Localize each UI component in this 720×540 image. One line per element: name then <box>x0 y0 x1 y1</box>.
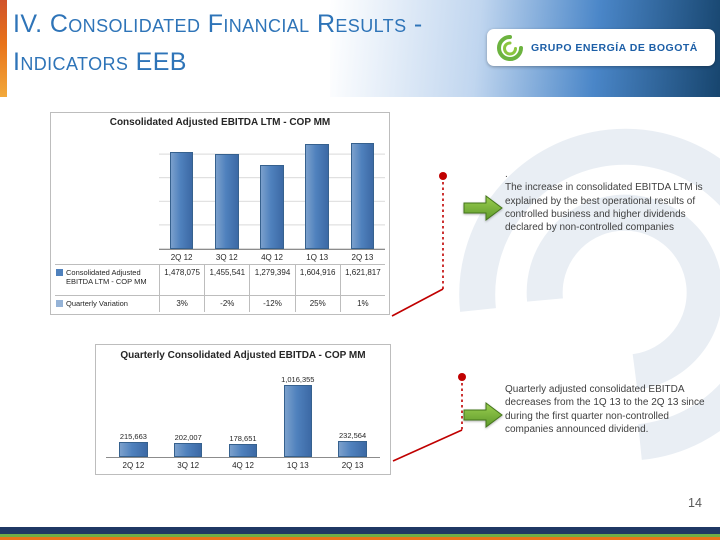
bar <box>169 152 194 249</box>
note-bullet: . <box>505 169 508 180</box>
table-cell: 1,478,075 <box>159 264 205 295</box>
chart2-column: 178,651 <box>216 365 271 457</box>
table-cell: 1,455,541 <box>204 264 250 295</box>
page-number: 14 <box>688 496 702 510</box>
up-trend-arrow-icon <box>463 195 503 221</box>
chart-quarterly-ebitda: Quarterly Consolidated Adjusted EBITDA -… <box>95 344 391 475</box>
table-cell: -2% <box>204 295 250 312</box>
bar <box>215 153 239 249</box>
page-title-line1: IV. Consolidated Financial Results - <box>13 10 423 38</box>
chart1-series-row-1: Quarterly Variation 3% -2% -12% 25% 1% <box>55 295 385 312</box>
chart1-series-row-0: Consolidated Adjusted EBITDA LTM - COP M… <box>55 264 385 295</box>
chart1-plot-cell <box>294 131 340 250</box>
legend-cell: Quarterly Variation <box>55 295 159 312</box>
chart1-plot-cell <box>249 131 295 250</box>
logo-text: GRUPO ENERGÍA DE BOGOTÁ <box>531 41 698 54</box>
chart2-plot: 215,663 202,007 178,651 1,016,355 232,564 <box>106 365 380 458</box>
page-title: IV. Consolidated Financial Results - Ind… <box>13 6 423 81</box>
chart-ebitda-ltm: Consolidated Adjusted EBITDA LTM - COP M… <box>50 112 390 315</box>
chart2-xaxis: 2Q 12 3Q 12 4Q 12 1Q 13 2Q 13 <box>106 458 380 470</box>
table-cell: 1,604,916 <box>294 264 340 295</box>
footer-bar-orange <box>0 537 720 540</box>
table-cell: 1% <box>339 295 385 312</box>
logo-swirl-icon <box>497 34 523 61</box>
bar <box>260 165 284 249</box>
x-tick-label: 1Q 13 <box>286 461 309 470</box>
x-tick-label: 2Q 13 <box>341 461 364 470</box>
page-title-line2: Indicators EEB <box>13 47 187 76</box>
note-text: Quarterly adjusted consolidated EBITDA d… <box>505 384 705 435</box>
bar <box>283 384 313 457</box>
legend-cell: Consolidated Adjusted EBITDA LTM - COP M… <box>55 264 159 295</box>
bar <box>305 143 329 249</box>
chart-title: Consolidated Adjusted EBITDA LTM - COP M… <box>109 117 331 128</box>
x-tick-label: 4Q 12 <box>232 461 254 470</box>
x-tick-label: 2Q 13 <box>351 253 374 262</box>
footer-bar-green <box>0 534 720 537</box>
bar <box>119 441 148 457</box>
xaxis-spacer <box>55 250 159 264</box>
chart2-column: 215,663 <box>106 365 161 457</box>
bar <box>228 444 258 457</box>
footer-bar-navy <box>0 527 720 534</box>
table-cell: 25% <box>294 295 340 312</box>
plot-spacer <box>55 131 159 250</box>
edge-accent-stripe <box>0 0 7 97</box>
legend-label: Quarterly Variation <box>66 299 128 308</box>
chart2-column: 202,007 <box>161 365 216 457</box>
table-cell: 1,621,817 <box>339 264 385 295</box>
chart-title: Quarterly Consolidated Adjusted EBITDA -… <box>120 350 366 361</box>
chart2-column: 1,016,355 <box>270 365 325 457</box>
bar <box>350 142 375 249</box>
legend-label: Consolidated Adjusted EBITDA LTM - COP M… <box>66 268 147 286</box>
down-note-arrow-icon <box>463 402 503 428</box>
chart1-plot-row <box>55 131 385 250</box>
data-label: 178,651 <box>229 434 257 444</box>
legend-marker <box>56 269 63 276</box>
bar <box>173 442 203 457</box>
data-label: 1,016,355 <box>281 374 315 384</box>
bar <box>338 440 367 457</box>
data-label: 215,663 <box>119 431 147 441</box>
x-tick-label: 1Q 13 <box>306 253 329 262</box>
note-quarterly-ebitda: Quarterly adjusted consolidated EBITDA d… <box>505 383 706 436</box>
x-tick-label: 4Q 12 <box>261 253 283 262</box>
legend-marker <box>56 300 63 307</box>
chart1-plot-cell <box>339 131 385 250</box>
table-cell: 3% <box>159 295 205 312</box>
note-ebitda-ltm: . The increase in consolidated EBITDA LT… <box>505 168 706 234</box>
x-tick-label: 2Q 12 <box>170 253 193 262</box>
company-logo: GRUPO ENERGÍA DE BOGOTÁ <box>487 29 715 66</box>
chart1-xaxis-row: 2Q 12 3Q 12 4Q 12 1Q 13 2Q 13 <box>55 250 385 264</box>
data-label: 202,007 <box>174 432 202 442</box>
data-label: 232,564 <box>339 430 367 440</box>
note-text: The increase in consolidated EBITDA LTM … <box>505 182 703 234</box>
table-cell: -12% <box>249 295 295 312</box>
x-tick-label: 3Q 12 <box>215 253 238 262</box>
chart2-column: 232,564 <box>325 365 380 457</box>
table-cell: 1,279,394 <box>249 264 295 295</box>
chart1-plot-cell <box>159 131 205 250</box>
x-tick-label: 3Q 12 <box>177 461 200 470</box>
chart1-plot-cell <box>204 131 250 250</box>
x-tick-label: 2Q 12 <box>122 461 145 470</box>
